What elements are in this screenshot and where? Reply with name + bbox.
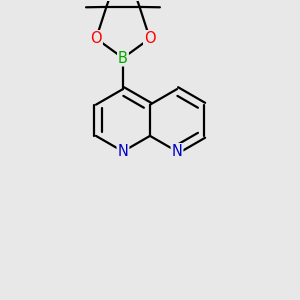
Text: N: N <box>118 144 128 159</box>
Text: O: O <box>144 31 156 46</box>
Text: B: B <box>118 50 128 65</box>
Text: N: N <box>172 144 182 159</box>
Text: O: O <box>90 31 102 46</box>
